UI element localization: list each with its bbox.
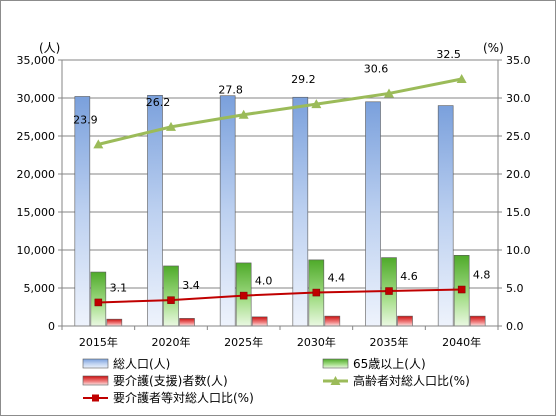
line-care-ratio bbox=[98, 288, 462, 304]
bar-care-needed bbox=[251, 316, 268, 327]
data-label-elderly-ratio: 23.9 bbox=[73, 113, 98, 126]
bar-care-needed bbox=[397, 315, 413, 327]
left-axis-tick-label: 25,000 bbox=[17, 130, 56, 143]
left-axis-tick-label: 35,000 bbox=[17, 54, 56, 67]
point-elderly-ratio bbox=[311, 99, 322, 109]
left-axis-tick-label: 10,000 bbox=[17, 244, 56, 257]
legend-care-ratio-marker bbox=[92, 394, 99, 402]
left-axis-unit: (人) bbox=[39, 41, 60, 55]
right-axis-unit: (%) bbox=[483, 41, 504, 55]
point-elderly-ratio bbox=[166, 121, 176, 131]
bar-care-needed bbox=[179, 318, 195, 327]
data-label-care-ratio: 3.1 bbox=[110, 281, 128, 294]
bar-care-needed bbox=[324, 315, 341, 327]
data-label-care-ratio: 4.4 bbox=[328, 272, 346, 285]
left-axis-tick-label: 20,000 bbox=[17, 168, 56, 181]
point-elderly-ratio bbox=[93, 139, 104, 149]
x-axis-tick-label: 2015年 bbox=[79, 335, 118, 349]
right-axis-tick-label: 10.0 bbox=[506, 244, 531, 257]
x-axis-tick-label: 2035年 bbox=[370, 335, 409, 349]
left-axis-tick-label: 30,000 bbox=[17, 92, 56, 105]
x-axis-tick-label: 2020年 bbox=[152, 335, 191, 349]
point-care-ratio bbox=[312, 288, 321, 297]
right-axis-tick-label: 30.0 bbox=[506, 92, 531, 105]
point-care-ratio bbox=[239, 291, 248, 300]
bar-care-needed bbox=[106, 318, 123, 327]
line-elderly-ratio bbox=[97, 77, 462, 146]
point-care-ratio bbox=[167, 296, 175, 304]
x-axis-tick-label: 2030年 bbox=[297, 335, 336, 349]
data-label-care-ratio: 4.0 bbox=[255, 275, 273, 288]
point-elderly-ratio bbox=[238, 109, 249, 119]
legend-elderly-ratio-marker bbox=[330, 376, 341, 385]
data-label-elderly-ratio: 32.5 bbox=[436, 48, 461, 61]
data-label-elderly-ratio: 26.2 bbox=[146, 96, 171, 109]
point-elderly-ratio bbox=[384, 88, 394, 98]
legend-age65-plus-label: 65歳以上(人) bbox=[353, 357, 426, 371]
right-axis-tick-label: 35.0 bbox=[506, 54, 531, 67]
data-label-elderly-ratio: 29.2 bbox=[291, 73, 316, 86]
right-axis-tick-label: 25.0 bbox=[506, 130, 531, 143]
data-label-elderly-ratio: 27.8 bbox=[218, 84, 243, 97]
left-axis-tick-label: 0 bbox=[48, 320, 55, 333]
point-elderly-ratio bbox=[456, 74, 467, 83]
bar-total-population bbox=[437, 105, 454, 327]
right-axis-tick-label: 5.0 bbox=[506, 282, 524, 295]
data-label-care-ratio: 4.8 bbox=[473, 269, 491, 282]
bar-total-population bbox=[219, 95, 236, 327]
data-label-care-ratio: 3.4 bbox=[182, 279, 200, 292]
legend-care-needed-label: 要介護(支援)者数(人) bbox=[113, 373, 228, 388]
x-axis-tick-label: 2025年 bbox=[224, 335, 263, 349]
legend-elderly-ratio-label: 高齢者対総人口比(%) bbox=[353, 373, 470, 388]
bar-total-population bbox=[74, 96, 91, 327]
point-care-ratio bbox=[385, 287, 393, 295]
legend-care-ratio-label: 要介護者等対総人口比(%) bbox=[113, 390, 254, 405]
right-axis-tick-label: 20.0 bbox=[506, 168, 531, 181]
data-label-care-ratio: 4.6 bbox=[400, 270, 418, 283]
point-care-ratio bbox=[457, 285, 466, 294]
x-axis-tick-label: 2040年 bbox=[442, 335, 481, 349]
bar-total-population bbox=[292, 96, 309, 327]
left-axis-tick-label: 15,000 bbox=[17, 206, 56, 219]
bar-care-needed bbox=[469, 315, 486, 327]
legend-total-population-label: 総人口(人) bbox=[113, 357, 170, 371]
legend-total-population-swatch bbox=[82, 358, 109, 369]
legend-age65-plus-swatch bbox=[322, 358, 349, 369]
point-care-ratio bbox=[94, 298, 103, 307]
data-label-elderly-ratio: 30.6 bbox=[364, 62, 389, 75]
left-axis-tick-label: 5,000 bbox=[24, 282, 56, 295]
right-axis-tick-label: 15.0 bbox=[506, 206, 531, 219]
bar-age65-plus bbox=[163, 265, 179, 327]
legend-care-needed-swatch bbox=[82, 375, 109, 386]
right-axis-tick-label: 0.0 bbox=[506, 320, 524, 333]
